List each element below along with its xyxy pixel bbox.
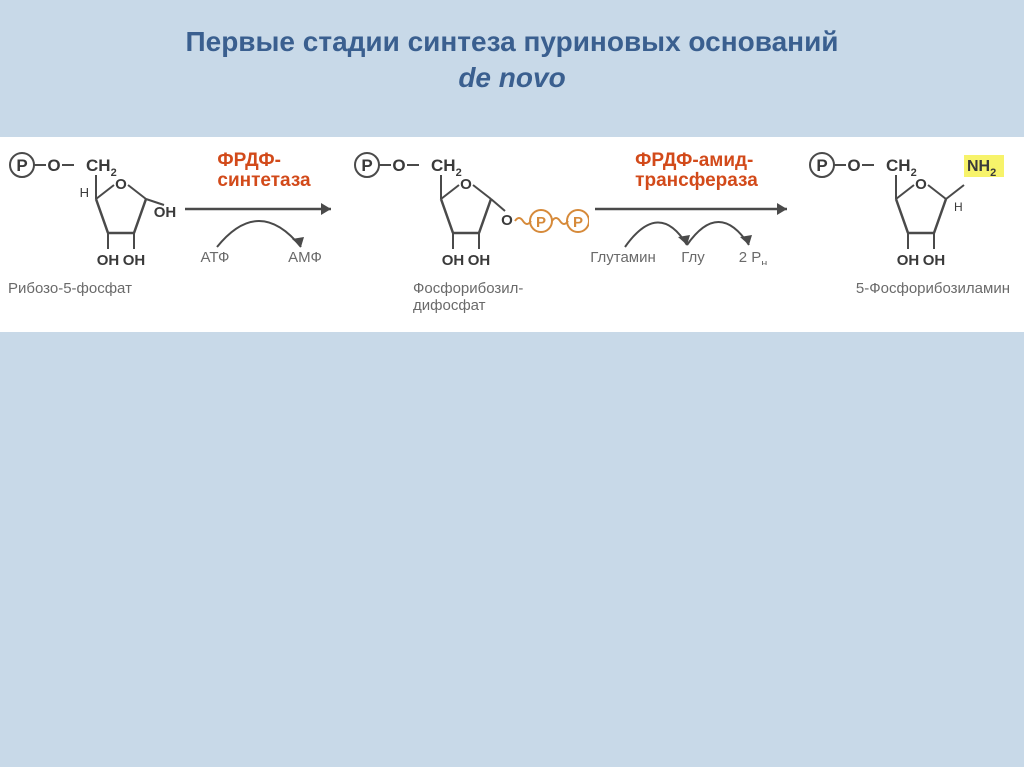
svg-text:O: O bbox=[501, 212, 513, 229]
molecule-5pra: P O CH2 O NH2 H OH OH 5-Фосфорибозиламин bbox=[804, 149, 1014, 297]
svg-text:АТФ: АТФ bbox=[201, 249, 230, 265]
reaction-2-arrow: Глутамин Глу 2 Рн bbox=[589, 195, 804, 265]
svg-text:O: O bbox=[47, 156, 60, 175]
title-line1: Первые стадии синтеза пуриновых основани… bbox=[186, 26, 839, 57]
svg-text:Глу: Глу bbox=[681, 249, 705, 265]
prpp-structure: P O CH2 O O P P OH OH bbox=[349, 149, 589, 274]
reaction-1-arrow: АТФ АМФ bbox=[179, 195, 349, 265]
svg-text:OH: OH bbox=[468, 252, 491, 269]
svg-text:O: O bbox=[460, 176, 472, 193]
label-ribose5p: Рибозо-5-фосфат bbox=[4, 280, 132, 297]
reaction-diagram: P O CH2 O OH H OH OH Ри bbox=[0, 137, 1024, 333]
svg-text:P: P bbox=[16, 156, 27, 175]
svg-text:OH: OH bbox=[123, 252, 146, 269]
svg-text:P: P bbox=[361, 156, 372, 175]
svg-text:CH2: CH2 bbox=[886, 156, 917, 179]
pra-structure: P O CH2 O NH2 H OH OH bbox=[804, 149, 1014, 274]
enzyme-1: ФРДФ-синтетаза bbox=[217, 151, 310, 191]
svg-text:O: O bbox=[392, 156, 405, 175]
svg-text:Глутамин: Глутамин bbox=[590, 249, 656, 265]
svg-text:OH: OH bbox=[154, 204, 177, 221]
svg-text:P: P bbox=[573, 214, 583, 231]
enzyme-2: ФРДФ-амид-трансфераза bbox=[635, 151, 758, 191]
svg-text:O: O bbox=[915, 176, 927, 193]
ribose5p-structure: P O CH2 O OH H OH OH bbox=[4, 149, 179, 274]
svg-text:O: O bbox=[847, 156, 860, 175]
svg-text:O: O bbox=[115, 176, 127, 193]
svg-text:CH2: CH2 bbox=[431, 156, 462, 179]
label-5pra: 5-Фосфорибозиламин bbox=[856, 280, 1014, 297]
svg-text:H: H bbox=[80, 185, 89, 200]
svg-text:OH: OH bbox=[923, 252, 946, 269]
reaction-1: ФРДФ-синтетаза АТФ АМФ bbox=[179, 149, 349, 265]
svg-text:OH: OH bbox=[897, 252, 920, 269]
svg-text:OH: OH bbox=[442, 252, 465, 269]
svg-text:2 Рн: 2 Рн bbox=[739, 249, 768, 265]
svg-text:АМФ: АМФ bbox=[288, 249, 322, 265]
page-title: Первые стадии синтеза пуриновых основани… bbox=[0, 0, 1024, 107]
label-prpp: Фосфорибозил- дифосфат bbox=[349, 280, 523, 315]
molecule-prpp: P O CH2 O O P P OH OH bbox=[349, 149, 589, 315]
molecule-ribose5p: P O CH2 O OH H OH OH Ри bbox=[4, 149, 179, 297]
reaction-2: ФРДФ-амид-трансфераза Глутамин Глу 2 Рн bbox=[589, 149, 804, 265]
svg-text:OH: OH bbox=[97, 252, 120, 269]
svg-text:H: H bbox=[954, 200, 963, 214]
svg-text:P: P bbox=[816, 156, 827, 175]
svg-text:CH2: CH2 bbox=[86, 156, 117, 179]
title-line2: de novo bbox=[458, 62, 565, 93]
svg-text:P: P bbox=[536, 214, 546, 231]
